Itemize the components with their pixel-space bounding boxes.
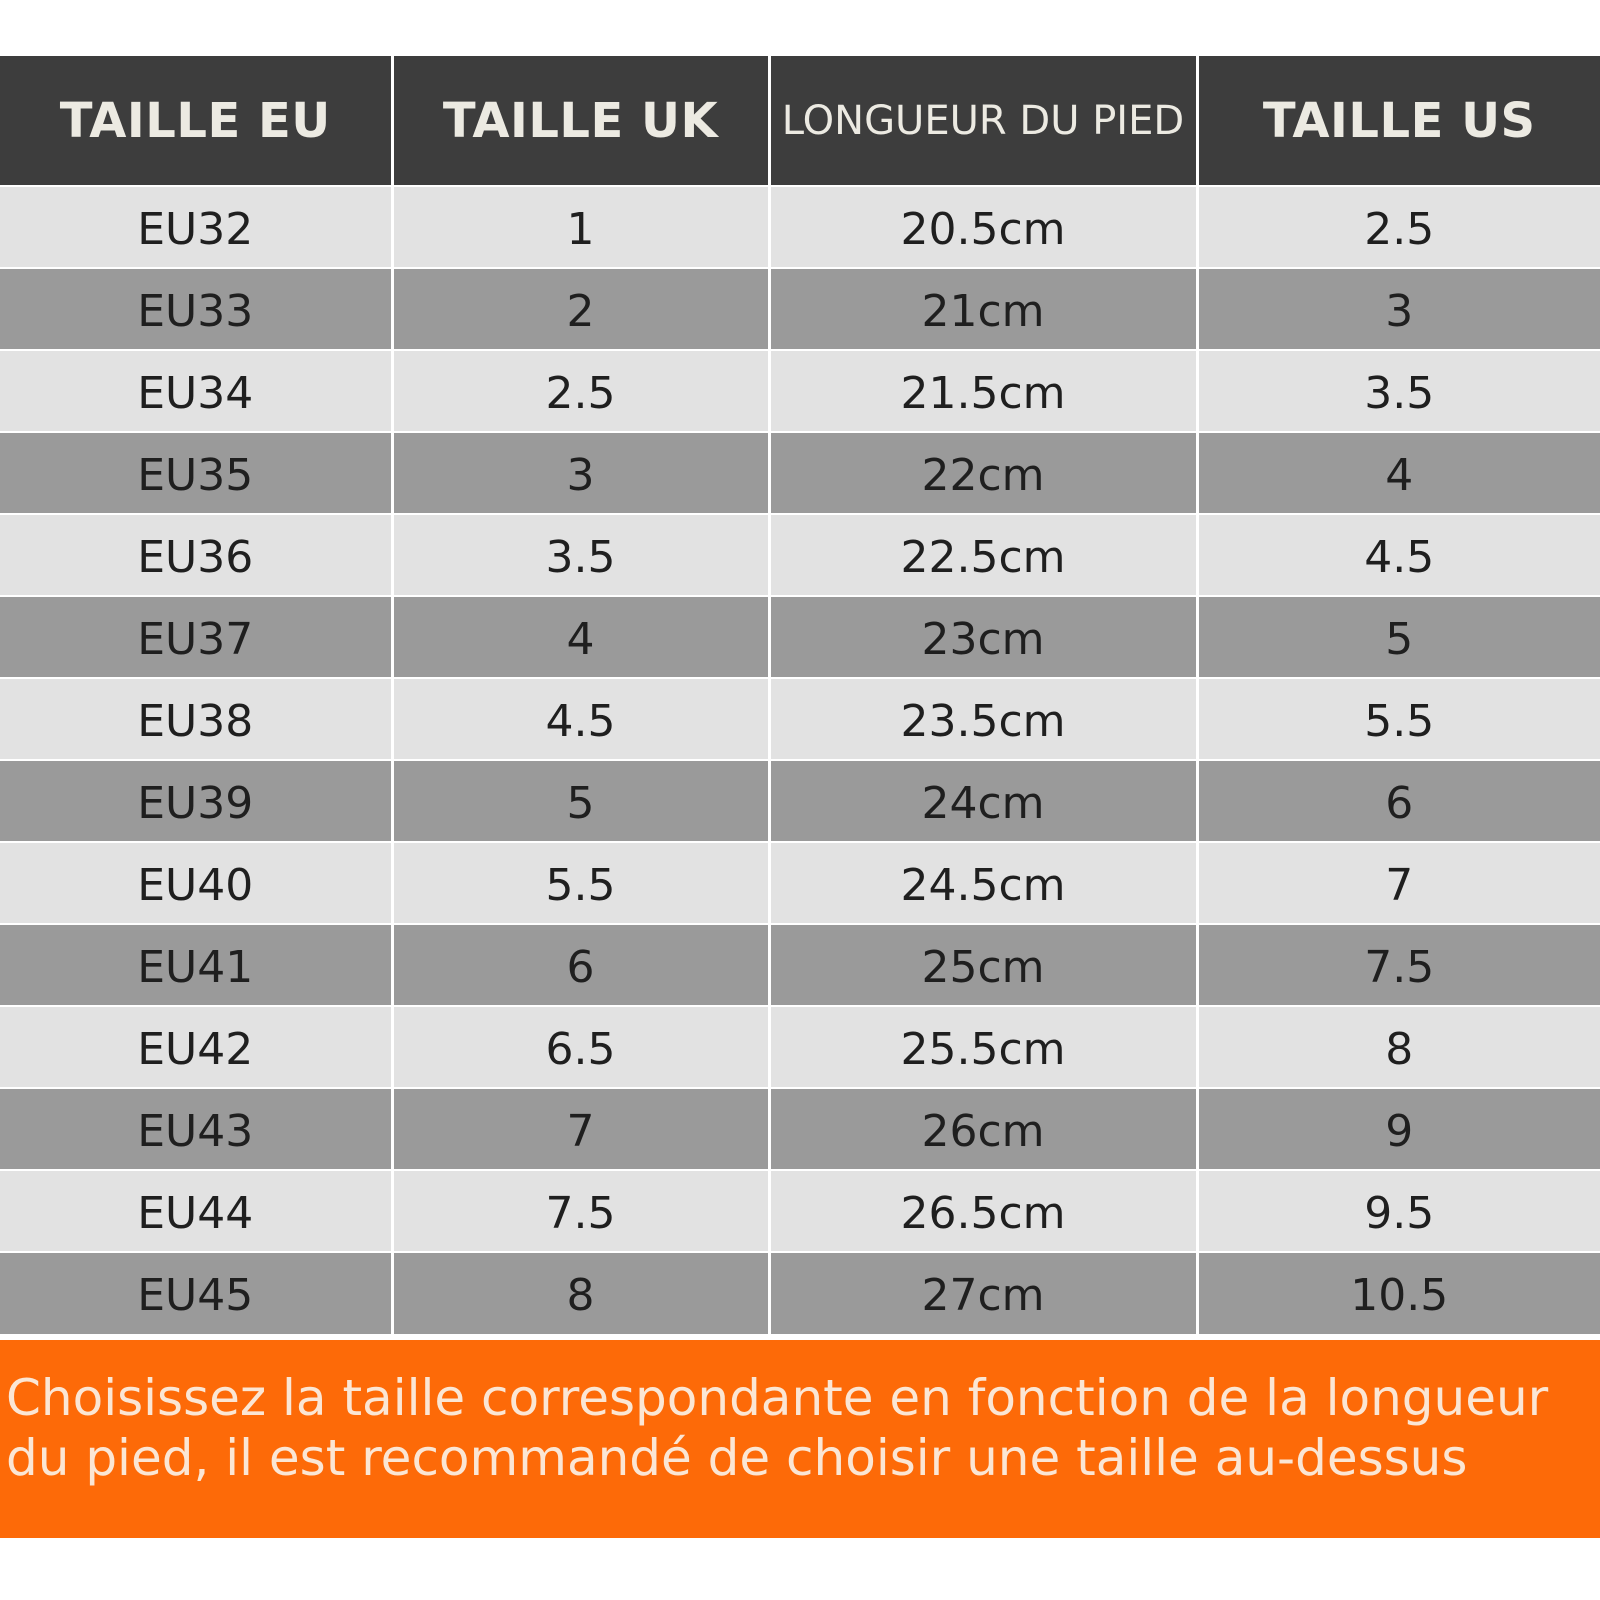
cell-foot-length: 24cm — [769, 759, 1199, 842]
cell-foot-length: 25cm — [769, 923, 1199, 1006]
cell-uk-size: 7.5 — [392, 1169, 771, 1252]
cell-uk-size: 6 — [392, 923, 771, 1006]
table-row: EU43 7 26cm 9 — [0, 1087, 1600, 1170]
cell-us-size: 9 — [1197, 1087, 1600, 1170]
table-row: EU40 5.5 24.5cm 7 — [0, 841, 1600, 924]
cell-foot-length: 27cm — [769, 1251, 1199, 1334]
cell-foot-length: 21cm — [769, 267, 1199, 350]
cell-eu-size: EU38 — [0, 677, 394, 760]
cell-uk-size: 5.5 — [392, 841, 771, 924]
cell-eu-size: EU39 — [0, 759, 394, 842]
cell-us-size: 4.5 — [1197, 513, 1600, 596]
cell-uk-size: 8 — [392, 1251, 771, 1334]
cell-uk-size: 5 — [392, 759, 771, 842]
cell-eu-size: EU36 — [0, 513, 394, 596]
cell-foot-length: 23.5cm — [769, 677, 1199, 760]
cell-us-size: 3.5 — [1197, 349, 1600, 432]
cell-us-size: 2.5 — [1197, 185, 1600, 268]
cell-uk-size: 1 — [392, 185, 771, 268]
cell-foot-length: 26.5cm — [769, 1169, 1199, 1252]
table-row: EU34 2.5 21.5cm 3.5 — [0, 349, 1600, 432]
cell-us-size: 7 — [1197, 841, 1600, 924]
table-row: EU33 2 21cm 3 — [0, 267, 1600, 350]
cell-us-size: 10.5 — [1197, 1251, 1600, 1334]
cell-uk-size: 4.5 — [392, 677, 771, 760]
cell-foot-length: 25.5cm — [769, 1005, 1199, 1088]
cell-us-size: 3 — [1197, 267, 1600, 350]
size-chart-table: TAILLE EU TAILLE UK LONGUEUR DU PIED TAI… — [0, 56, 1600, 1334]
header-eu-size: TAILLE EU — [0, 56, 394, 186]
cell-eu-size: EU42 — [0, 1005, 394, 1088]
cell-foot-length: 22cm — [769, 431, 1199, 514]
size-advice-text: Choisissez la taille correspondante en f… — [6, 1369, 1549, 1487]
cell-eu-size: EU34 — [0, 349, 394, 432]
header-us-size: TAILLE US — [1197, 56, 1600, 186]
table-row: EU37 4 23cm 5 — [0, 595, 1600, 678]
size-advice-banner: Choisissez la taille correspondante en f… — [0, 1340, 1600, 1538]
cell-foot-length: 23cm — [769, 595, 1199, 678]
table-row: EU42 6.5 25.5cm 8 — [0, 1005, 1600, 1088]
cell-eu-size: EU44 — [0, 1169, 394, 1252]
header-foot-length: LONGUEUR DU PIED — [769, 56, 1199, 186]
cell-eu-size: EU32 — [0, 185, 394, 268]
cell-foot-length: 22.5cm — [769, 513, 1199, 596]
table-row: EU36 3.5 22.5cm 4.5 — [0, 513, 1600, 596]
header-uk-size: TAILLE UK — [392, 56, 771, 186]
table-row: EU35 3 22cm 4 — [0, 431, 1600, 514]
cell-eu-size: EU33 — [0, 267, 394, 350]
cell-foot-length: 21.5cm — [769, 349, 1199, 432]
cell-uk-size: 2.5 — [392, 349, 771, 432]
cell-us-size: 9.5 — [1197, 1169, 1600, 1252]
table-row: EU41 6 25cm 7.5 — [0, 923, 1600, 1006]
cell-uk-size: 3.5 — [392, 513, 771, 596]
table-body: EU32 1 20.5cm 2.5 EU33 2 21cm 3 EU34 2.5… — [0, 185, 1600, 1334]
cell-us-size: 7.5 — [1197, 923, 1600, 1006]
cell-eu-size: EU37 — [0, 595, 394, 678]
table-row: EU45 8 27cm 10.5 — [0, 1251, 1600, 1334]
cell-uk-size: 2 — [392, 267, 771, 350]
table-row: EU38 4.5 23.5cm 5.5 — [0, 677, 1600, 760]
table-row: EU39 5 24cm 6 — [0, 759, 1600, 842]
cell-uk-size: 6.5 — [392, 1005, 771, 1088]
cell-us-size: 8 — [1197, 1005, 1600, 1088]
cell-foot-length: 20.5cm — [769, 185, 1199, 268]
cell-foot-length: 24.5cm — [769, 841, 1199, 924]
cell-uk-size: 4 — [392, 595, 771, 678]
cell-eu-size: EU35 — [0, 431, 394, 514]
cell-uk-size: 7 — [392, 1087, 771, 1170]
cell-us-size: 5.5 — [1197, 677, 1600, 760]
table-header: TAILLE EU TAILLE UK LONGUEUR DU PIED TAI… — [0, 56, 1600, 186]
cell-eu-size: EU40 — [0, 841, 394, 924]
cell-uk-size: 3 — [392, 431, 771, 514]
cell-foot-length: 26cm — [769, 1087, 1199, 1170]
header-row: TAILLE EU TAILLE UK LONGUEUR DU PIED TAI… — [0, 56, 1600, 186]
table-row: EU32 1 20.5cm 2.5 — [0, 185, 1600, 268]
cell-us-size: 6 — [1197, 759, 1600, 842]
cell-eu-size: EU43 — [0, 1087, 394, 1170]
table-row: EU44 7.5 26.5cm 9.5 — [0, 1169, 1600, 1252]
cell-us-size: 5 — [1197, 595, 1600, 678]
cell-us-size: 4 — [1197, 431, 1600, 514]
cell-eu-size: EU45 — [0, 1251, 394, 1334]
cell-eu-size: EU41 — [0, 923, 394, 1006]
